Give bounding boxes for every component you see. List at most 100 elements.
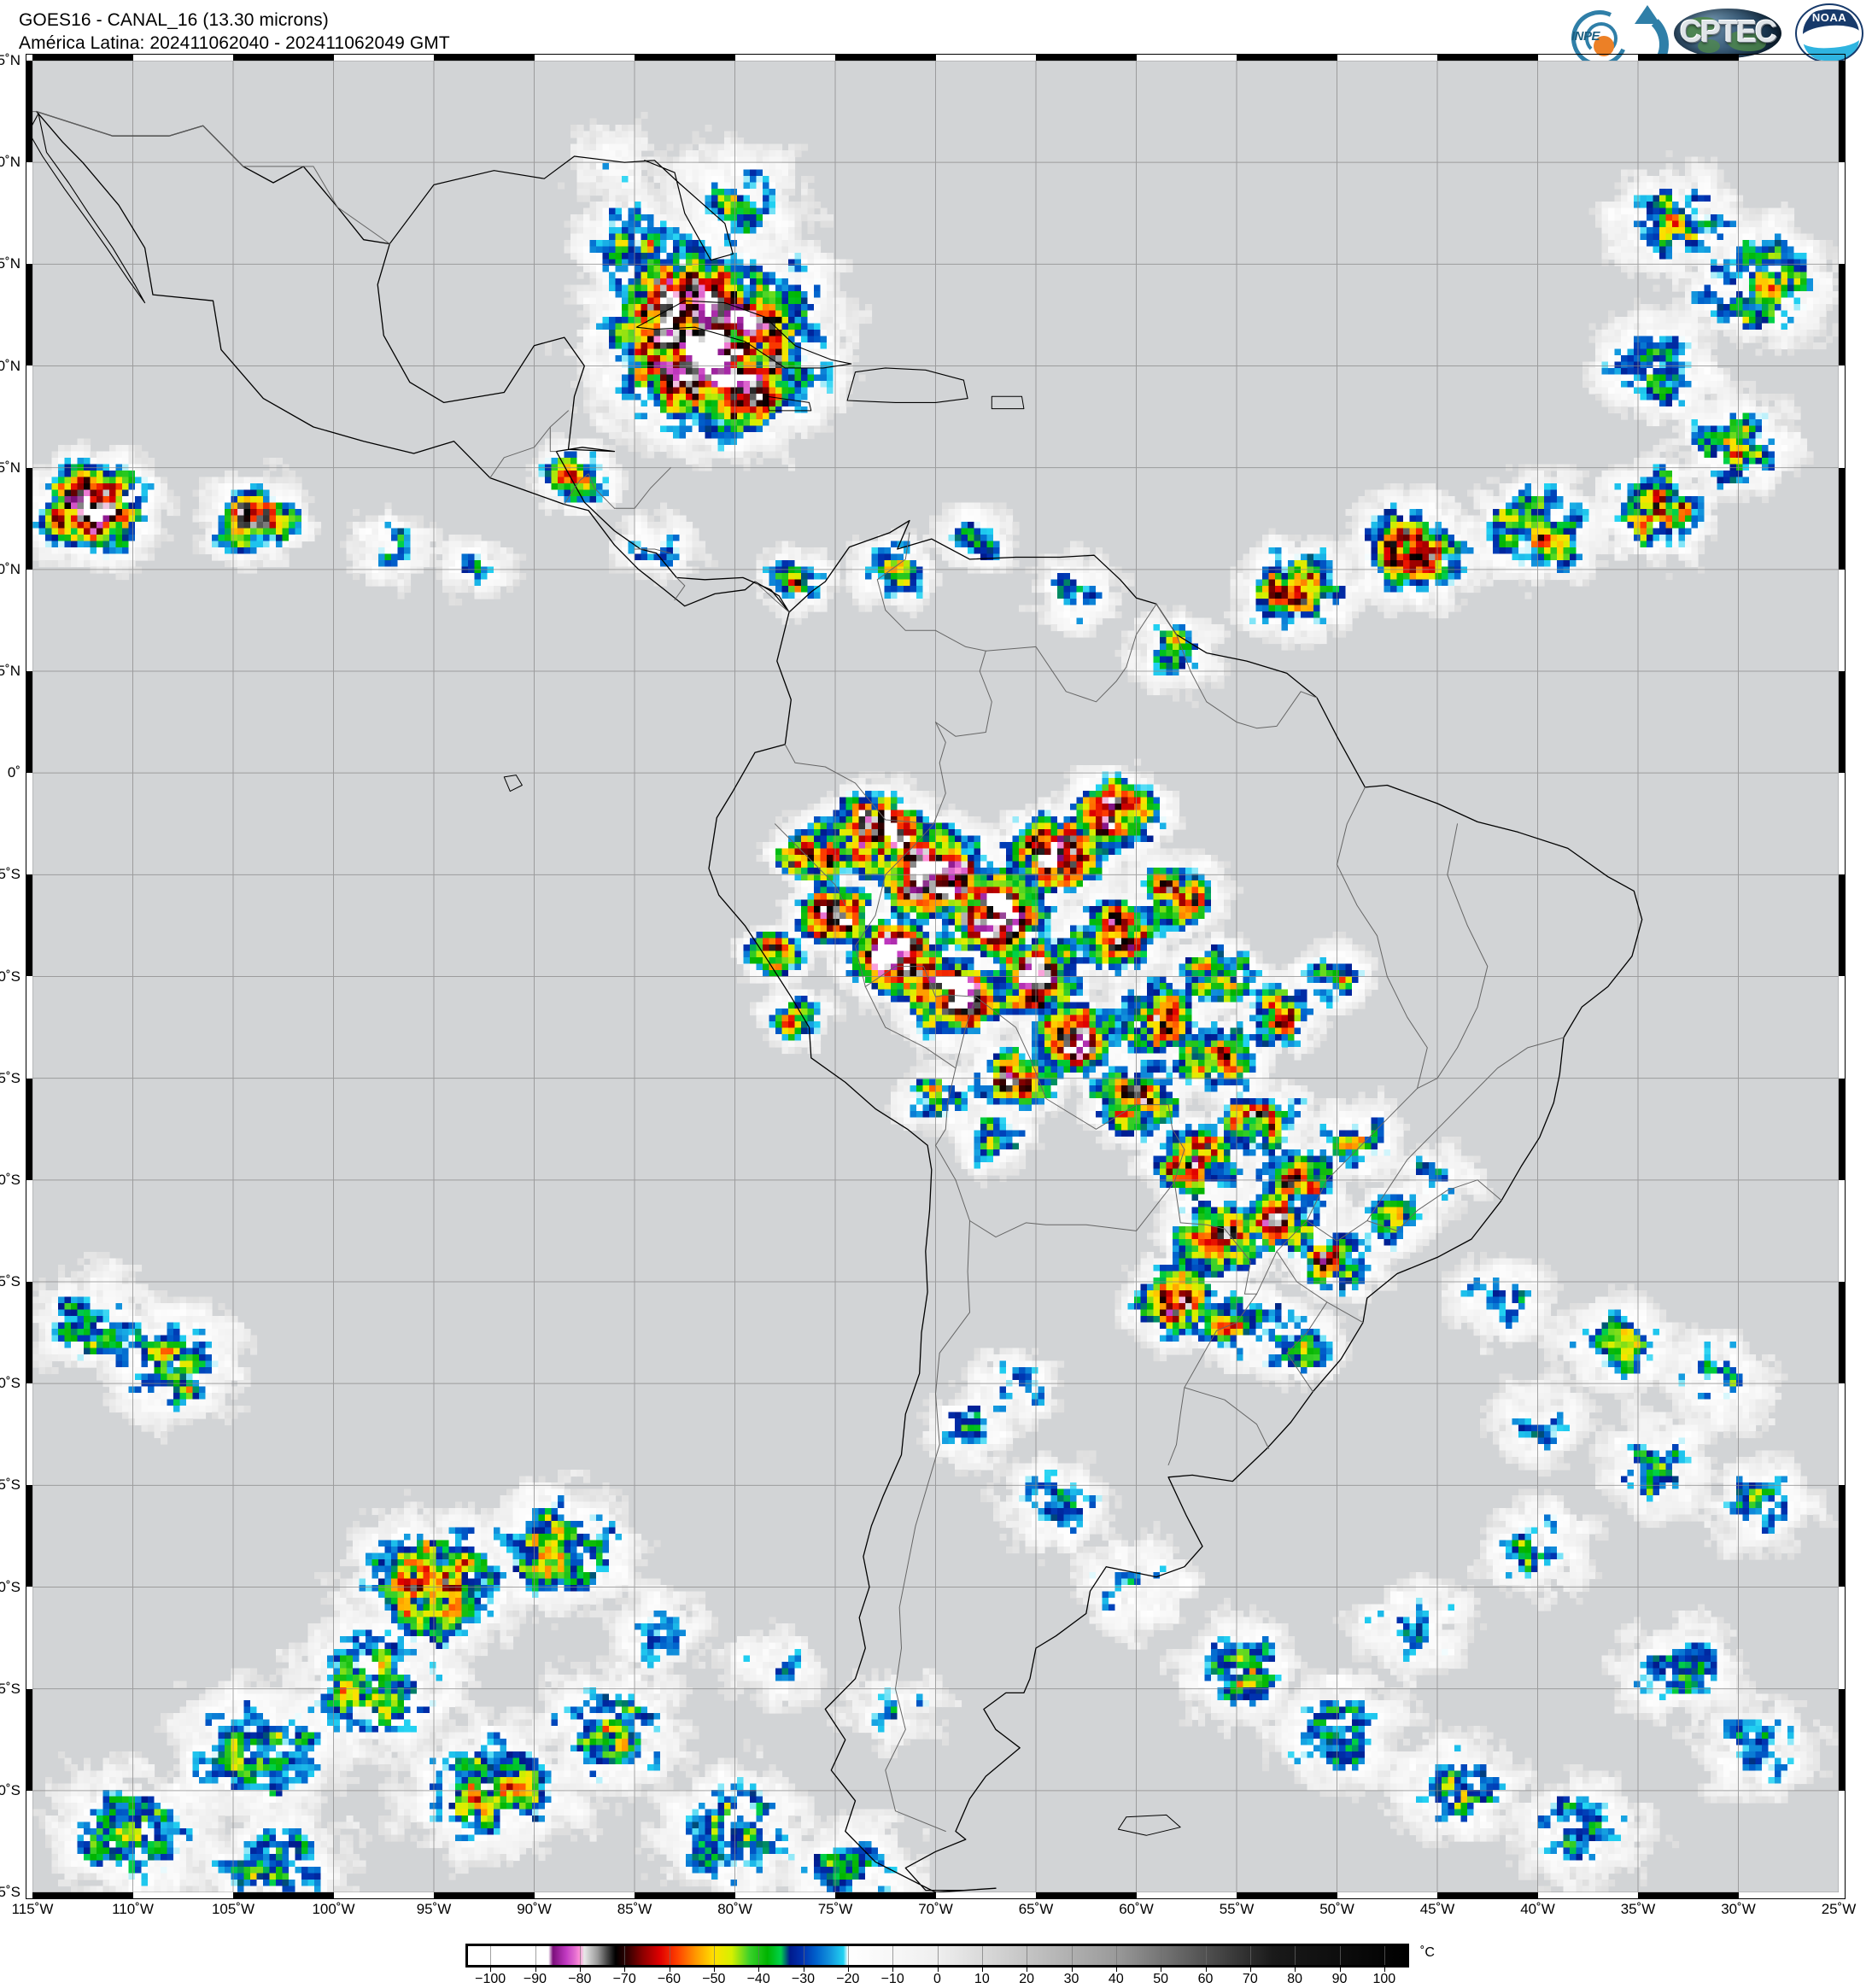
map-frame-tick	[26, 264, 32, 366]
colorbar-tick-label: −90	[524, 1972, 547, 1987]
map-frame-tick	[635, 1892, 735, 1899]
colorbar-tick	[1384, 1968, 1385, 1972]
map-frame-tick	[1437, 54, 1538, 61]
map-frame-tick	[434, 54, 535, 61]
map-frame-tick	[635, 54, 735, 61]
colorbar-tick-label: 80	[1287, 1972, 1302, 1987]
latitude-tick-label: 25˚S	[0, 1273, 20, 1290]
colorbar-gridline	[1295, 1946, 1296, 1965]
cptec-globe-icon	[1674, 9, 1781, 58]
colorbar-gridline	[758, 1946, 760, 1965]
colorbar-tick-label: −20	[836, 1972, 859, 1987]
longitude-tick-label: 80˚W	[717, 1901, 752, 1918]
colorbar-tick-label: −10	[881, 1972, 904, 1987]
colorbar-gridline	[1339, 1946, 1341, 1965]
longitude-axis: 115˚W 110˚W 105˚W 100˚W 95˚W 90˚W 85˚W 80˚W 75˚W…	[12, 1901, 1857, 1925]
colorbar-strip	[465, 1944, 1409, 1968]
longitude-tick-label: 75˚W	[818, 1901, 853, 1918]
map-frame-tick	[26, 61, 32, 163]
title-block: GOES16 - CANAL_16 (13.30 microns) Améric…	[19, 9, 450, 56]
map-frame-tick	[1036, 54, 1137, 61]
colorbar-gridline	[847, 1946, 849, 1965]
colorbar-unit-label: ˚C	[1420, 1945, 1435, 1961]
map-frame-tick	[32, 1892, 133, 1899]
colorbar-tick-label: 0	[933, 1972, 941, 1987]
map-canvas[interactable]	[32, 61, 1839, 1892]
product-title: GOES16 - CANAL_16 (13.30 microns)	[19, 9, 450, 32]
colorbar-gridline	[535, 1946, 536, 1965]
map-frame-tick	[233, 1892, 334, 1899]
latitude-tick-label: 20˚S	[0, 1172, 20, 1189]
colorbar-gridline	[490, 1946, 492, 1965]
map-frame-tick	[1839, 671, 1846, 774]
cptec-continent-shape	[1698, 39, 1720, 53]
map-frame-tick	[1437, 1892, 1538, 1899]
latitude-tick-label: 55˚S	[0, 1884, 20, 1901]
colorbar-tick	[1339, 1968, 1341, 1972]
map-frame-tick	[26, 1078, 32, 1180]
colorbar-tick-label: −70	[613, 1972, 636, 1987]
colorbar-gridline	[937, 1946, 939, 1965]
longitude-tick-label: 40˚W	[1520, 1901, 1555, 1918]
longitude-tick-label: 55˚W	[1220, 1901, 1255, 1918]
cptec-logo: CPTEC	[1670, 2, 1785, 65]
map-frame-tick	[32, 54, 133, 61]
map-frame-tick	[26, 671, 32, 774]
colorbar-tick	[1249, 1968, 1251, 1972]
colorbar-tick	[1205, 1968, 1207, 1972]
map-frame-tick	[1638, 1892, 1739, 1899]
colorbar-tick-label: −30	[792, 1972, 815, 1987]
coastlines	[32, 110, 1643, 1892]
colorbar-tick	[713, 1968, 715, 1972]
satellite-map[interactable]	[26, 54, 1846, 1899]
inpe-logo-label: INPE	[1571, 29, 1600, 44]
latitude-tick-label: 10˚N	[0, 561, 20, 578]
longitude-tick-label: 100˚W	[312, 1901, 354, 1918]
map-frame-tick	[1839, 1282, 1846, 1384]
map-frame-tick	[1839, 874, 1846, 977]
colorbar-tick	[981, 1968, 983, 1972]
colorbar-gridline	[1071, 1946, 1073, 1965]
longitude-tick-label: 70˚W	[918, 1901, 953, 1918]
cptec-continent-shape	[1727, 31, 1766, 51]
map-frame-tick	[1036, 1892, 1137, 1899]
map-graticule	[32, 61, 1839, 1892]
map-frame-tick	[26, 1688, 32, 1791]
longitude-tick-label: 105˚W	[212, 1901, 254, 1918]
logo-row: INPE CPTEC NOAA	[1559, 2, 1869, 80]
colorbar-tick-label: 40	[1109, 1972, 1124, 1987]
colorbar-tick	[1295, 1968, 1296, 1972]
colorbar-gridline	[579, 1946, 581, 1965]
map-frame-tick	[1638, 54, 1739, 61]
colorbar-gridline	[713, 1946, 715, 1965]
map-frame-tick	[1839, 1485, 1846, 1587]
colorbar-tick	[892, 1968, 894, 1972]
map-frame-tick	[1839, 1078, 1846, 1180]
colorbar-tick	[624, 1968, 626, 1972]
map-frame-tick	[1237, 1892, 1337, 1899]
satellite-image	[32, 61, 1839, 1892]
colorbar-tick	[1115, 1968, 1117, 1972]
colorbar-tick	[535, 1968, 536, 1972]
longitude-tick-label: 60˚W	[1119, 1901, 1154, 1918]
colorbar-tick-label: −50	[702, 1972, 725, 1987]
longitude-tick-label: 50˚W	[1319, 1901, 1354, 1918]
map-frame-tick	[26, 1282, 32, 1384]
latitude-tick-label: 25˚N	[0, 255, 20, 272]
map-frame	[26, 54, 1846, 1899]
colorbar-tick-label: 20	[1019, 1972, 1034, 1987]
map-frame-tick	[434, 1892, 535, 1899]
latitude-tick-label: 10˚S	[0, 968, 20, 985]
map-frame-tick	[26, 874, 32, 977]
colorbar-gridline	[1384, 1946, 1385, 1965]
colorbar-tick-label: 50	[1153, 1972, 1168, 1987]
colorbar: ˚C −100 −90 −80 −70 −60 −50 −40 −30 −20 −10 0 10 20 3…	[465, 1944, 1435, 1988]
colorbar-gridline	[624, 1946, 626, 1965]
longitude-tick-label: 115˚W	[12, 1901, 54, 1918]
colorbar-gridline	[981, 1946, 983, 1965]
colorbar-tick-label: 60	[1198, 1972, 1214, 1987]
longitude-tick-label: 95˚W	[417, 1901, 452, 1918]
colorbar-tick	[579, 1968, 581, 1972]
latitude-axis: 35˚N 30˚N 25˚N 20˚N 15˚N 10˚N 5˚N 0˚ 5˚S 10˚S 15˚S…	[0, 52, 24, 1901]
colorbar-tick-label: −60	[658, 1972, 681, 1987]
